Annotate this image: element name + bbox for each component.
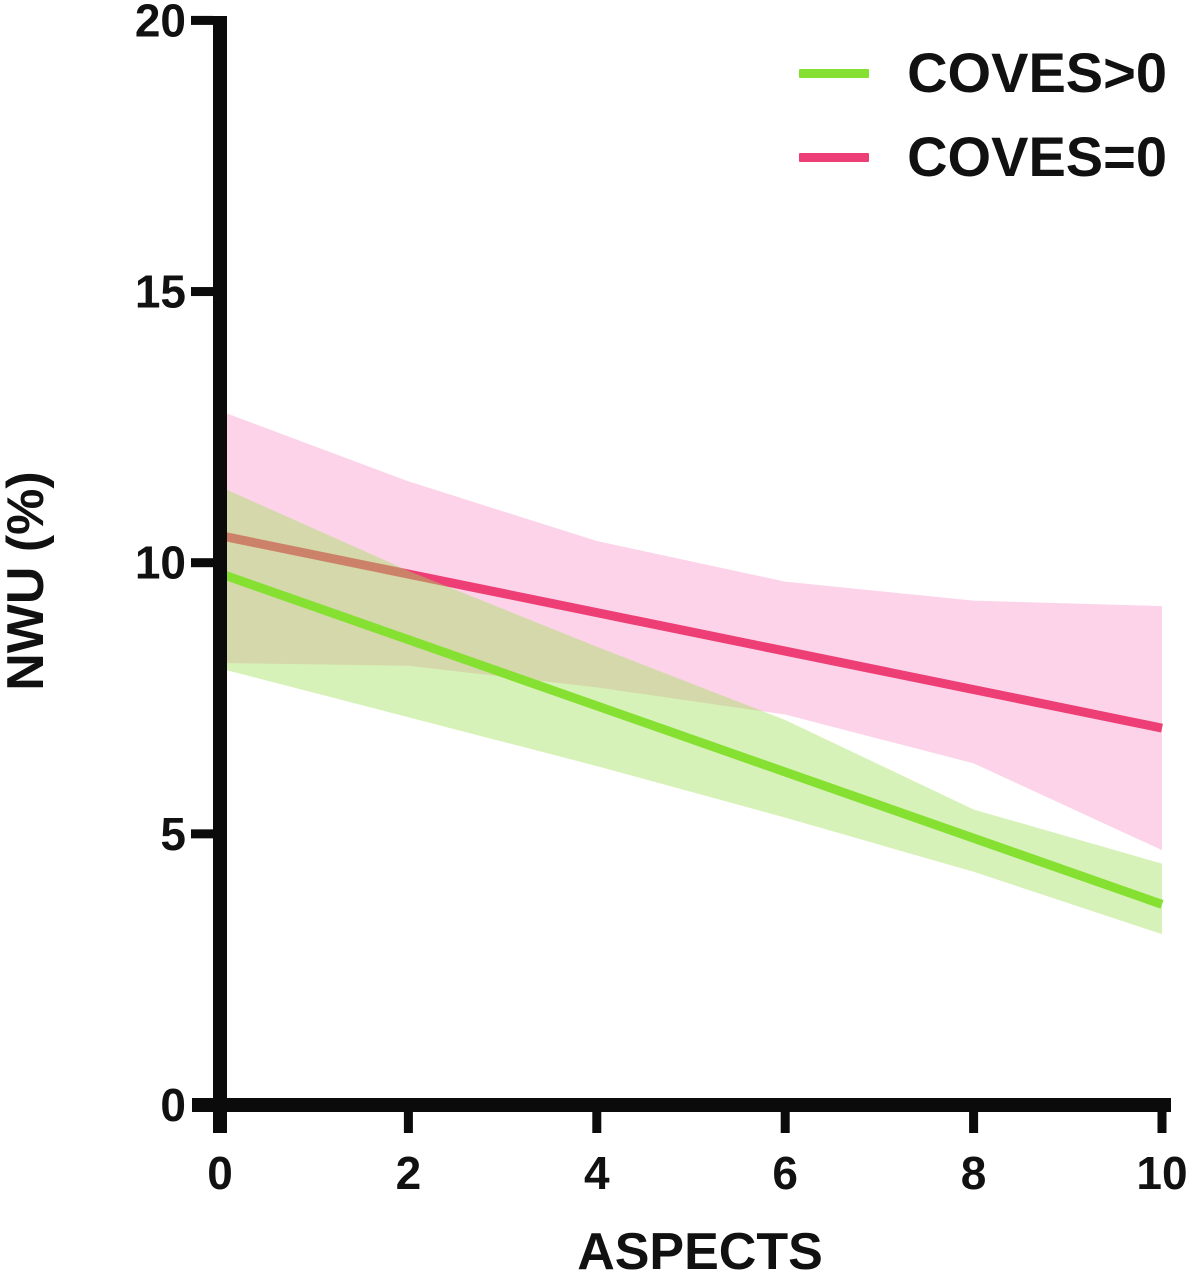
series-line-coves-gt-0 xyxy=(218,569,1164,909)
legend-swatch-coves-gt-0 xyxy=(799,68,870,78)
x-axis-title: ASPECTS xyxy=(577,1223,823,1280)
x-axis-tick-label: 0 xyxy=(207,1147,233,1199)
x-axis-tick-label: 8 xyxy=(961,1147,987,1199)
legend-swatch-coves-eq-0 xyxy=(799,152,870,162)
y-axis-tick xyxy=(191,558,213,568)
y-axis-tick-label: 0 xyxy=(160,1079,186,1131)
x-axis-tick-label: 4 xyxy=(584,1147,610,1199)
x-axis-tick xyxy=(1157,1112,1167,1133)
x-axis-tick xyxy=(592,1112,602,1133)
legend-label-coves-eq-0: COVES=0 xyxy=(907,125,1167,188)
x-axis-tick-label: 6 xyxy=(772,1147,798,1199)
y-axis-tick xyxy=(191,15,213,25)
legend-item-coves-eq-0: COVES=0 xyxy=(799,126,1167,188)
x-axis-tick xyxy=(969,1112,979,1133)
y-axis-tick-label: 5 xyxy=(160,808,186,860)
y-axis-tick xyxy=(191,829,213,839)
x-axis-line xyxy=(192,1098,1171,1112)
x-axis-tick xyxy=(403,1112,413,1133)
y-axis-line xyxy=(213,16,227,1133)
y-axis-tick-label: 15 xyxy=(135,266,186,318)
x-axis-tick-label: 2 xyxy=(396,1147,422,1199)
legend-item-coves-gt-0: COVES>0 xyxy=(799,42,1167,104)
legend: COVES>0 COVES=0 xyxy=(799,42,1167,188)
series-line-coves-eq-0 xyxy=(219,531,1163,733)
y-axis-tick-label: 10 xyxy=(135,537,186,589)
y-axis-title: NWU (%) xyxy=(0,471,55,691)
y-axis-tick xyxy=(191,287,213,297)
x-axis-tick-label: 10 xyxy=(1136,1147,1187,1199)
legend-label-coves-gt-0: COVES>0 xyxy=(907,41,1167,104)
y-axis-tick-label: 20 xyxy=(135,0,186,46)
x-axis-tick xyxy=(780,1112,790,1133)
